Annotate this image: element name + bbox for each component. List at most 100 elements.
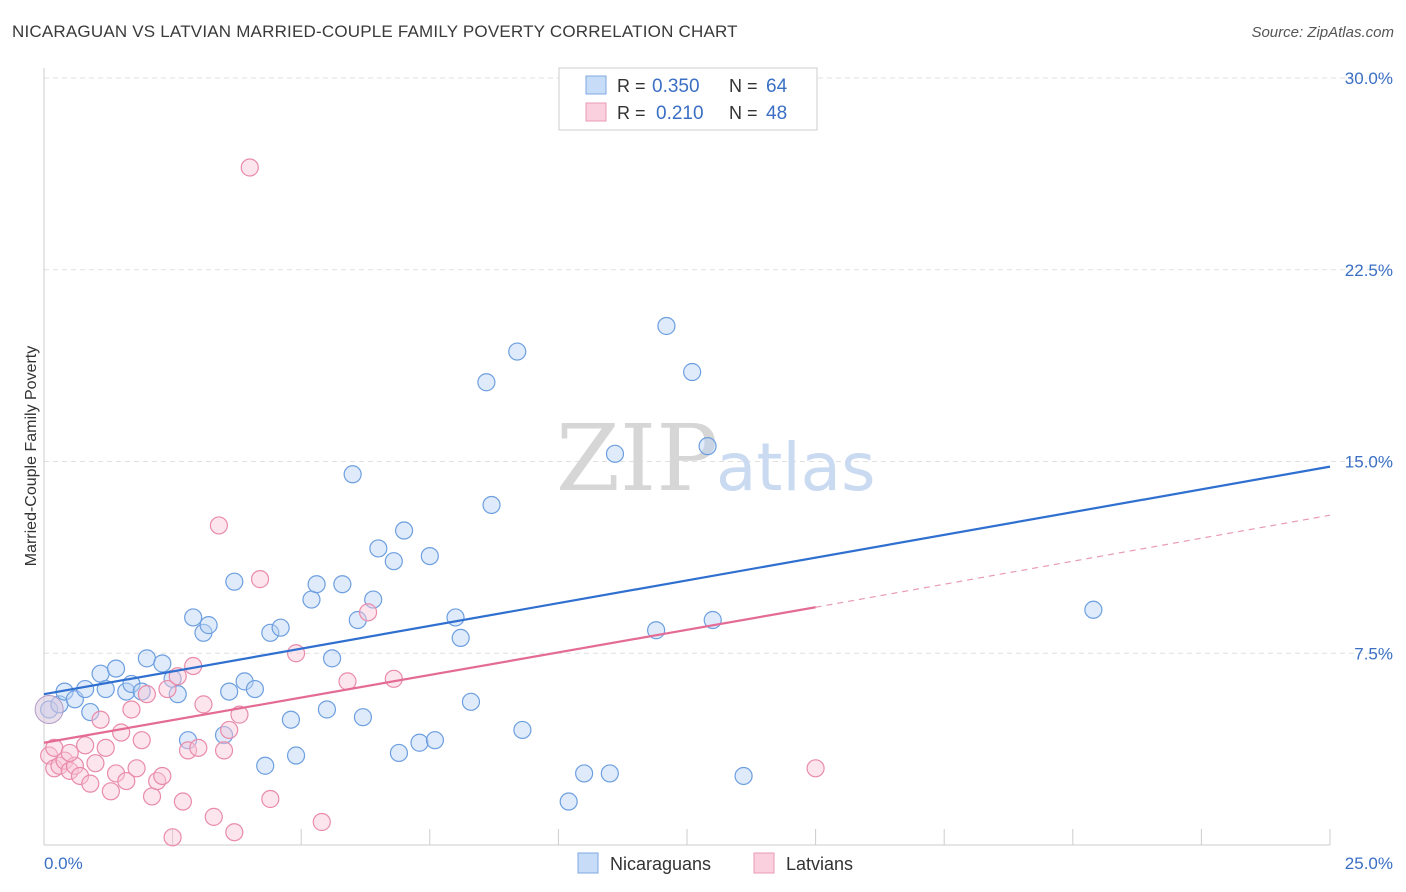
data-point: [96, 738, 115, 757]
y-tick-label: 22.5%: [1345, 261, 1393, 280]
data-point: [106, 659, 126, 678]
watermark-zip: ZIP: [556, 405, 718, 512]
data-point: [214, 741, 234, 760]
data-point: [153, 654, 172, 673]
data-point: [225, 823, 244, 842]
nicaraguans-trend-line: [43, 465, 1331, 696]
data-point: [250, 570, 270, 589]
stats-legend: R = 0.350 N = 64 R = 0.210 N = 48: [558, 67, 818, 131]
y-tick-label: 7.5%: [1354, 644, 1393, 663]
latvians-trend-extension: [815, 514, 1331, 608]
legend-swatch-latvians: [753, 852, 775, 874]
watermark: ZIP atlas: [556, 405, 876, 512]
data-point: [235, 672, 254, 691]
data-point: [261, 623, 280, 642]
data-point: [245, 679, 265, 699]
data-point: [194, 695, 213, 714]
stats-swatch-nicaraguans: [585, 75, 607, 95]
data-point: [384, 552, 403, 571]
data-point: [106, 764, 126, 783]
data-point: [353, 708, 373, 727]
stats-n-value-2: 48: [766, 103, 787, 124]
data-point: [137, 685, 156, 704]
data-point: [168, 685, 187, 704]
legend-label-nicaraguans: Nicaraguans: [610, 854, 711, 874]
latvians-points: [40, 158, 825, 847]
data-point: [45, 759, 64, 778]
watermark-atlas: atlas: [716, 429, 876, 506]
y-tick-label: 30.0%: [1345, 69, 1393, 88]
latvians-trend-line: [43, 606, 816, 744]
chart-title: NICARAGUAN VS LATVIAN MARRIED-COUPLE FAM…: [12, 22, 738, 41]
data-point: [137, 649, 156, 668]
data-point: [425, 731, 445, 750]
data-point: [734, 766, 753, 786]
data-point: [600, 764, 619, 783]
data-point: [286, 746, 306, 765]
data-point: [214, 725, 234, 745]
data-point: [50, 756, 69, 775]
data-point: [575, 764, 594, 783]
data-point: [698, 437, 717, 456]
data-point: [605, 444, 625, 463]
data-point: [240, 158, 259, 177]
data-point: [86, 754, 105, 773]
data-point: [60, 743, 79, 763]
data-point: [343, 465, 362, 484]
x-ticks: [43, 829, 1331, 845]
data-point: [358, 603, 378, 622]
data-point: [482, 495, 501, 515]
data-point-cluster: [34, 694, 64, 724]
data-point: [1084, 600, 1103, 619]
data-point: [148, 771, 167, 791]
data-point: [230, 705, 249, 724]
data-point: [261, 789, 280, 809]
data-point: [60, 761, 79, 780]
data-point: [420, 546, 439, 566]
data-point: [307, 575, 326, 594]
data-point: [256, 756, 275, 775]
y-tick-label: 15.0%: [1345, 453, 1393, 472]
data-point: [91, 664, 110, 683]
y-axis-title: Married-Couple Family Poverty: [23, 346, 40, 567]
data-point: [271, 618, 290, 637]
data-point: [199, 616, 218, 635]
stats-swatch-latvians: [585, 102, 607, 122]
data-point: [178, 731, 198, 750]
data-point: [76, 736, 95, 755]
data-point: [384, 669, 403, 688]
data-point: [312, 812, 331, 832]
stats-r-value-1: 0.350: [652, 76, 700, 97]
data-point: [184, 608, 203, 627]
data-point: [657, 316, 676, 336]
data-point: [225, 572, 244, 591]
stats-r-label-2: R =: [617, 103, 646, 123]
data-point: [112, 723, 131, 742]
data-point: [461, 692, 481, 711]
data-point: [389, 743, 409, 763]
data-point: [302, 590, 321, 609]
data-point: [410, 733, 429, 752]
data-point: [101, 782, 120, 801]
data-point: [477, 373, 496, 392]
data-point: [508, 342, 527, 361]
data-point: [158, 679, 177, 699]
bottom-legend: Nicaraguans Latvians: [577, 852, 853, 874]
data-point: [163, 828, 182, 847]
data-point: [322, 649, 342, 668]
data-point: [132, 682, 151, 701]
x-tick-label-min: 0.0%: [44, 854, 83, 873]
data-point: [317, 700, 337, 719]
data-point: [153, 766, 172, 786]
stats-r-label-1: R =: [617, 76, 646, 96]
data-point: [189, 738, 208, 757]
data-point: [70, 766, 90, 786]
data-point: [142, 787, 162, 806]
data-point: [117, 771, 136, 791]
data-point: [220, 682, 239, 701]
data-point: [806, 759, 825, 778]
data-point: [559, 792, 578, 811]
data-point: [333, 575, 352, 594]
data-point: [91, 710, 110, 729]
data-point: [451, 628, 470, 648]
